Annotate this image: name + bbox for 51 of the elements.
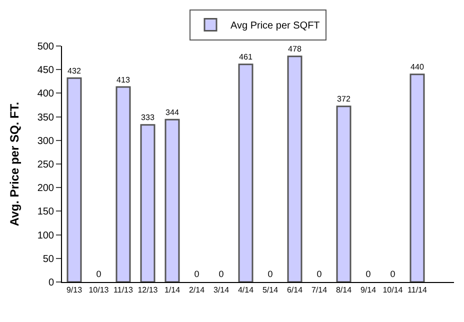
y-tick-label: 450 <box>37 65 54 76</box>
data-label: 0 <box>316 269 322 279</box>
x-tick-label: 11/13 <box>114 286 134 295</box>
x-tick-label: 10/13 <box>88 286 110 295</box>
x-tick-label: 11/14 <box>408 286 428 295</box>
data-label: 461 <box>239 52 253 62</box>
bar <box>164 118 180 282</box>
bar <box>66 77 82 282</box>
x-tick-label: 4/14 <box>238 286 254 295</box>
x-tick-label: 9/13 <box>66 286 83 295</box>
data-label: 0 <box>194 269 200 279</box>
data-label: 0 <box>96 269 102 279</box>
y-axis-title: Avg. Price per SQ. FT. <box>8 102 22 226</box>
data-label: 0 <box>366 269 371 279</box>
x-tick-label: 9/14 <box>360 286 377 295</box>
x-tick-label: 3/14 <box>213 286 230 295</box>
y-tick-label: 400 <box>37 88 54 100</box>
bar <box>410 74 425 282</box>
bar <box>287 56 302 282</box>
x-tick-label: 2/14 <box>188 286 206 295</box>
x-tick-label: 7/14 <box>311 286 328 295</box>
y-tick-label: 300 <box>37 136 54 147</box>
data-label: 0 <box>390 269 396 279</box>
x-tick-label: 1/14 <box>164 286 181 295</box>
y-tick-label: 200 <box>37 183 54 194</box>
y-tick-label: 50 <box>42 254 54 265</box>
y-tick-label: 150 <box>37 206 54 218</box>
data-label: 413 <box>116 75 130 84</box>
x-tick-label: 6/14 <box>286 286 304 295</box>
x-tick-label: 12/13 <box>138 286 158 295</box>
y-tick-label: 100 <box>37 230 54 242</box>
data-label: 333 <box>141 113 155 122</box>
data-label: 478 <box>288 44 302 54</box>
bar <box>238 64 254 282</box>
y-tick-label: 0 <box>48 278 54 288</box>
x-tick-label: 5/14 <box>262 286 279 295</box>
bar <box>336 106 352 282</box>
data-label: 344 <box>166 108 180 117</box>
x-tick-label: 8/14 <box>336 286 352 295</box>
bar <box>116 86 131 282</box>
y-tick-label: 500 <box>37 42 54 52</box>
y-tick-label: 250 <box>37 160 54 170</box>
x-tick-label: 10/14 <box>382 286 404 295</box>
data-label: 432 <box>68 66 82 76</box>
data-label: 440 <box>410 62 424 72</box>
y-tick-label: 350 <box>37 112 54 124</box>
data-label: 0 <box>268 269 273 279</box>
data-label: 0 <box>218 269 224 279</box>
bar <box>140 124 156 282</box>
legend-label: Avg Price per SQFT <box>230 20 320 32</box>
data-label: 372 <box>337 94 351 104</box>
